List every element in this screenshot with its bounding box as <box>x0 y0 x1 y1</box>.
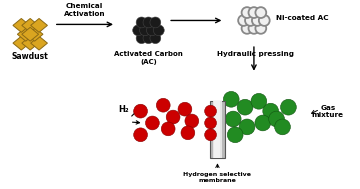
Circle shape <box>153 25 164 36</box>
Circle shape <box>248 7 259 18</box>
Circle shape <box>143 17 154 28</box>
Circle shape <box>178 102 192 116</box>
Circle shape <box>150 17 161 28</box>
Text: Hydrogen selective
membrane: Hydrogen selective membrane <box>184 172 251 184</box>
Text: Activated Carbon
(AC): Activated Carbon (AC) <box>114 51 183 64</box>
Circle shape <box>248 23 259 34</box>
Circle shape <box>185 114 199 128</box>
Circle shape <box>269 111 284 127</box>
Polygon shape <box>31 19 48 32</box>
Polygon shape <box>31 36 48 50</box>
Circle shape <box>204 117 216 129</box>
Polygon shape <box>13 19 30 32</box>
Text: Hydraulic pressing: Hydraulic pressing <box>217 51 294 57</box>
Bar <box>215 101 220 158</box>
Polygon shape <box>22 27 39 41</box>
Circle shape <box>140 25 150 36</box>
Circle shape <box>239 119 255 135</box>
Circle shape <box>204 105 216 117</box>
Circle shape <box>143 33 154 44</box>
Circle shape <box>227 127 243 143</box>
Circle shape <box>145 116 159 130</box>
Circle shape <box>223 91 239 107</box>
Circle shape <box>225 111 241 127</box>
Circle shape <box>275 119 291 135</box>
Polygon shape <box>17 27 34 41</box>
Circle shape <box>161 122 175 136</box>
Bar <box>210 101 225 158</box>
Circle shape <box>136 33 147 44</box>
Polygon shape <box>22 19 39 32</box>
Circle shape <box>242 23 252 34</box>
Circle shape <box>237 99 253 115</box>
Circle shape <box>255 7 266 18</box>
Circle shape <box>263 103 279 119</box>
Circle shape <box>242 7 252 18</box>
Circle shape <box>204 129 216 141</box>
Polygon shape <box>26 27 43 41</box>
Circle shape <box>259 15 270 26</box>
Circle shape <box>255 115 271 131</box>
Circle shape <box>252 15 263 26</box>
Circle shape <box>150 33 161 44</box>
Circle shape <box>147 25 157 36</box>
Text: Chemical
Activation: Chemical Activation <box>64 3 105 16</box>
Text: Ni-coated AC: Ni-coated AC <box>276 15 328 22</box>
Circle shape <box>134 104 148 118</box>
Circle shape <box>156 98 170 112</box>
Circle shape <box>133 25 144 36</box>
Circle shape <box>238 15 249 26</box>
Circle shape <box>280 99 296 115</box>
Polygon shape <box>13 36 30 50</box>
Circle shape <box>181 126 195 140</box>
Circle shape <box>251 93 267 109</box>
Circle shape <box>166 110 180 124</box>
Circle shape <box>134 128 148 142</box>
Text: Sawdust: Sawdust <box>12 52 49 61</box>
Text: H₂: H₂ <box>118 105 129 114</box>
Bar <box>212 101 222 158</box>
Circle shape <box>136 17 147 28</box>
Text: Gas
mixture: Gas mixture <box>312 105 344 118</box>
Circle shape <box>255 23 266 34</box>
Circle shape <box>245 15 256 26</box>
Polygon shape <box>22 36 39 50</box>
